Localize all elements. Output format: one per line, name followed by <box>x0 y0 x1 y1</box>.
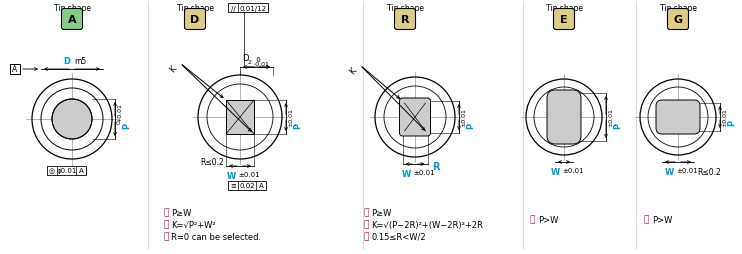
Text: W: W <box>401 169 411 178</box>
FancyBboxPatch shape <box>656 101 700 134</box>
Text: A: A <box>79 168 83 174</box>
Circle shape <box>52 100 92 139</box>
Bar <box>10 65 20 75</box>
Text: ⓕ: ⓕ <box>363 231 368 240</box>
Text: ±0.01: ±0.01 <box>238 171 260 177</box>
Text: R≤0.2: R≤0.2 <box>697 167 720 176</box>
Text: 0: 0 <box>254 57 260 63</box>
Text: ⓕ: ⓕ <box>363 207 368 216</box>
Text: D: D <box>191 15 200 25</box>
Text: P: P <box>613 122 622 129</box>
Text: A: A <box>259 183 263 189</box>
Text: Tip shape: Tip shape <box>177 4 214 13</box>
Text: P: P <box>122 122 131 129</box>
Text: ±0.01: ±0.01 <box>608 108 613 127</box>
Text: P: P <box>293 122 302 129</box>
Text: D: D <box>242 54 249 63</box>
Text: Tip shape: Tip shape <box>387 4 424 13</box>
Text: ◎: ◎ <box>49 168 55 174</box>
Text: ≡: ≡ <box>230 183 236 189</box>
Text: ⓕ: ⓕ <box>163 219 168 228</box>
Text: ±0.01: ±0.01 <box>676 167 697 173</box>
Bar <box>228 181 266 190</box>
FancyBboxPatch shape <box>62 9 82 30</box>
FancyBboxPatch shape <box>554 9 574 30</box>
Text: ±0.01: ±0.01 <box>461 108 466 127</box>
Text: K: K <box>168 64 178 74</box>
Text: W: W <box>551 167 560 176</box>
Text: A: A <box>68 15 76 25</box>
Text: 0: 0 <box>117 120 122 123</box>
Text: ⓕ: ⓕ <box>363 219 368 228</box>
Text: P>W: P>W <box>652 215 672 224</box>
Text: E: E <box>560 15 568 25</box>
Text: K=√P²+W²: K=√P²+W² <box>171 220 216 229</box>
FancyBboxPatch shape <box>547 91 581 145</box>
Text: φ0.01: φ0.01 <box>56 168 76 174</box>
Text: R: R <box>433 161 440 171</box>
FancyBboxPatch shape <box>399 99 430 136</box>
Text: R=0 can be selected.: R=0 can be selected. <box>171 232 261 241</box>
Text: ±0.01: ±0.01 <box>288 108 293 127</box>
Text: 0.15≤R<W/2: 0.15≤R<W/2 <box>371 232 426 241</box>
Text: K=√(P−2R)²+(W−2R)²+2R: K=√(P−2R)²+(W−2R)²+2R <box>371 220 483 229</box>
Text: m5: m5 <box>74 57 86 66</box>
Text: ±0.01: ±0.01 <box>562 167 584 173</box>
Text: P>W: P>W <box>538 215 559 224</box>
Text: 2: 2 <box>247 60 251 65</box>
Bar <box>228 4 268 13</box>
Text: R≤0.2: R≤0.2 <box>200 157 224 166</box>
Text: P: P <box>727 119 736 125</box>
Text: ⓕ: ⓕ <box>644 214 649 223</box>
FancyBboxPatch shape <box>668 9 689 30</box>
Text: +0.01: +0.01 <box>117 103 122 122</box>
Text: W: W <box>665 167 674 176</box>
Text: G: G <box>674 15 683 25</box>
Bar <box>47 166 86 175</box>
Text: ±0.01: ±0.01 <box>722 108 727 127</box>
Text: ⓕ: ⓕ <box>163 231 168 240</box>
Text: Tip shape: Tip shape <box>660 4 697 13</box>
Text: ±0.01: ±0.01 <box>413 169 435 175</box>
Text: D: D <box>64 57 70 66</box>
Text: 0.02: 0.02 <box>239 183 255 189</box>
FancyBboxPatch shape <box>185 9 206 30</box>
Text: K: K <box>347 66 358 76</box>
Text: ⓕ: ⓕ <box>530 214 536 223</box>
Text: W: W <box>227 171 236 180</box>
Text: P: P <box>466 122 475 129</box>
Text: Tip shape: Tip shape <box>53 4 91 13</box>
Bar <box>226 101 254 134</box>
Text: -0.01: -0.01 <box>254 62 270 67</box>
Text: R: R <box>401 15 410 25</box>
Text: Tip shape: Tip shape <box>545 4 582 13</box>
Text: 0.01/12: 0.01/12 <box>240 6 266 11</box>
Text: A: A <box>13 65 18 74</box>
Text: ⓕ: ⓕ <box>163 207 168 216</box>
Text: //: // <box>231 6 235 11</box>
Text: P≥W: P≥W <box>171 208 191 217</box>
Text: P≥W: P≥W <box>371 208 391 217</box>
FancyBboxPatch shape <box>395 9 416 30</box>
